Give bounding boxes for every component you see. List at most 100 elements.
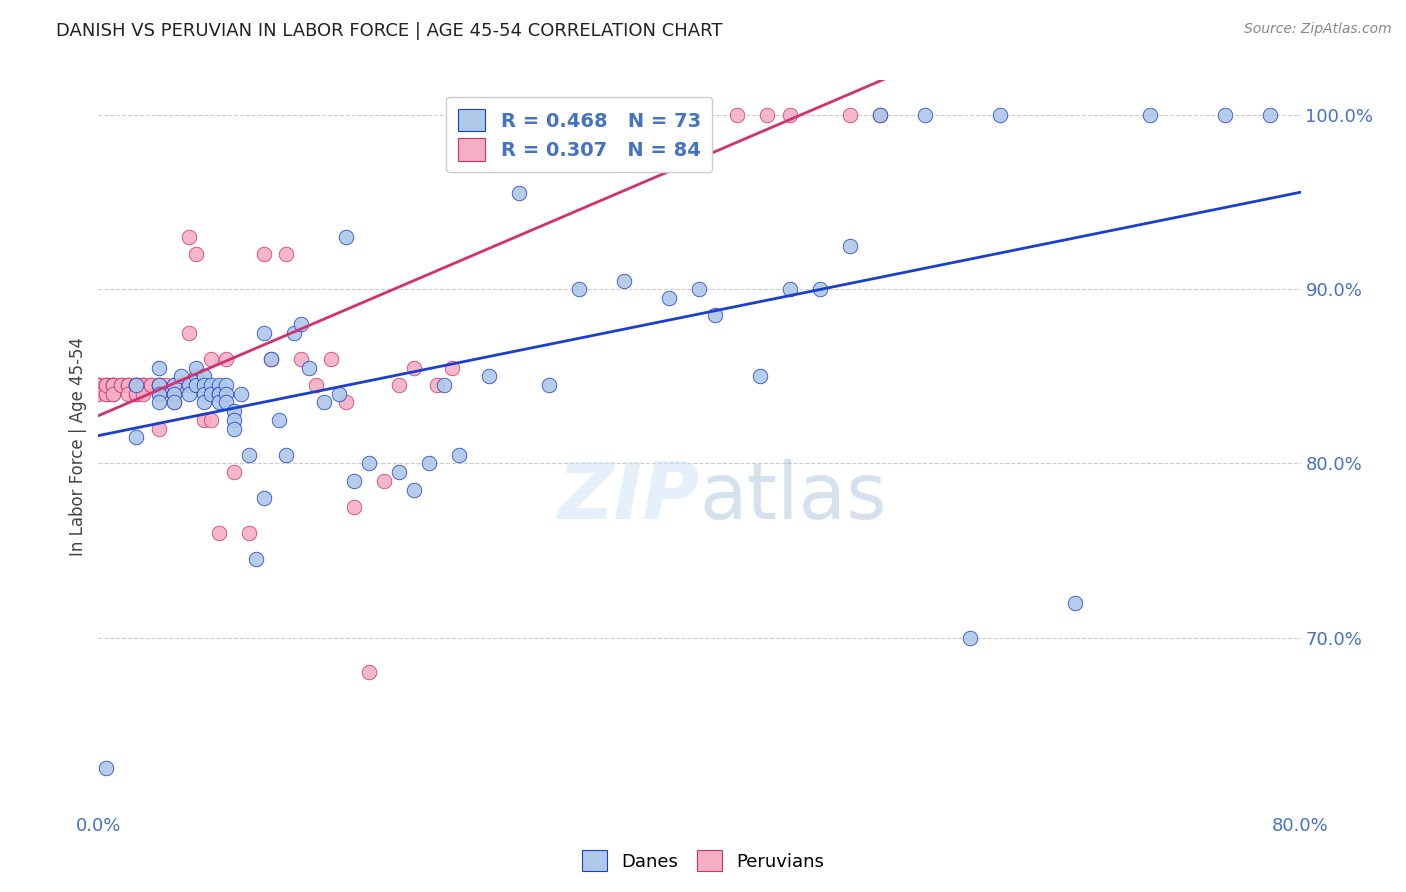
- Point: [208, 526, 231, 541]
- Text: Source: ZipAtlas.com: Source: ZipAtlas.com: [1244, 22, 1392, 37]
- Point: [447, 448, 470, 462]
- Point: [193, 378, 215, 392]
- Point: [162, 386, 184, 401]
- Point: [440, 360, 463, 375]
- Point: [148, 360, 170, 375]
- Point: [703, 309, 725, 323]
- Point: [290, 351, 312, 366]
- Point: [94, 378, 117, 392]
- Point: [328, 386, 350, 401]
- Point: [298, 360, 321, 375]
- Point: [231, 386, 253, 401]
- Point: [148, 421, 170, 435]
- Point: [402, 360, 425, 375]
- Point: [312, 395, 335, 409]
- Point: [132, 378, 155, 392]
- Point: [103, 378, 125, 392]
- Point: [170, 369, 193, 384]
- Point: [177, 386, 200, 401]
- Point: [162, 395, 184, 409]
- Point: [478, 108, 501, 122]
- Point: [200, 378, 222, 392]
- Point: [162, 378, 184, 392]
- Point: [283, 326, 305, 340]
- Point: [87, 378, 110, 392]
- Point: [200, 413, 222, 427]
- Point: [110, 378, 132, 392]
- Point: [321, 351, 343, 366]
- Point: [200, 386, 222, 401]
- Point: [959, 631, 981, 645]
- Point: [103, 378, 125, 392]
- Point: [110, 378, 132, 392]
- Point: [215, 351, 238, 366]
- Point: [117, 378, 139, 392]
- Point: [148, 378, 170, 392]
- Point: [184, 378, 207, 392]
- Point: [388, 378, 411, 392]
- Point: [1260, 108, 1282, 122]
- Point: [838, 108, 860, 122]
- Point: [117, 386, 139, 401]
- Point: [148, 386, 170, 401]
- Point: [132, 378, 155, 392]
- Point: [373, 474, 395, 488]
- Text: DANISH VS PERUVIAN IN LABOR FORCE | AGE 45-54 CORRELATION CHART: DANISH VS PERUVIAN IN LABOR FORCE | AGE …: [56, 22, 723, 40]
- Point: [267, 413, 290, 427]
- Point: [725, 108, 748, 122]
- Point: [357, 457, 380, 471]
- Point: [125, 378, 148, 392]
- Point: [184, 247, 207, 261]
- Point: [222, 465, 245, 479]
- Point: [208, 386, 231, 401]
- Point: [538, 378, 561, 392]
- Point: [148, 378, 170, 392]
- Point: [117, 378, 139, 392]
- Point: [94, 761, 117, 775]
- Point: [103, 386, 125, 401]
- Point: [215, 395, 238, 409]
- Point: [808, 282, 831, 296]
- Point: [125, 430, 148, 444]
- Y-axis label: In Labor Force | Age 45-54: In Labor Force | Age 45-54: [69, 336, 87, 556]
- Point: [238, 526, 260, 541]
- Point: [222, 413, 245, 427]
- Point: [87, 378, 110, 392]
- Point: [148, 386, 170, 401]
- Point: [103, 378, 125, 392]
- Point: [139, 378, 162, 392]
- Point: [553, 108, 575, 122]
- Point: [583, 108, 606, 122]
- Point: [1139, 108, 1161, 122]
- Point: [125, 378, 148, 392]
- Point: [193, 413, 215, 427]
- Point: [402, 483, 425, 497]
- Point: [260, 351, 283, 366]
- Point: [501, 108, 523, 122]
- Point: [914, 108, 936, 122]
- Point: [215, 386, 238, 401]
- Point: [748, 369, 770, 384]
- Point: [184, 378, 207, 392]
- Point: [155, 378, 177, 392]
- Point: [94, 378, 117, 392]
- Point: [208, 386, 231, 401]
- Point: [193, 369, 215, 384]
- Point: [148, 378, 170, 392]
- Point: [276, 448, 298, 462]
- Point: [673, 108, 696, 122]
- Point: [87, 386, 110, 401]
- Point: [1215, 108, 1237, 122]
- Point: [388, 465, 411, 479]
- Point: [869, 108, 891, 122]
- Point: [162, 386, 184, 401]
- Point: [523, 108, 546, 122]
- Point: [215, 378, 238, 392]
- Point: [456, 108, 478, 122]
- Point: [433, 378, 456, 392]
- Point: [658, 291, 681, 305]
- Point: [418, 457, 440, 471]
- Point: [869, 108, 891, 122]
- Point: [177, 326, 200, 340]
- Text: atlas: atlas: [699, 459, 887, 535]
